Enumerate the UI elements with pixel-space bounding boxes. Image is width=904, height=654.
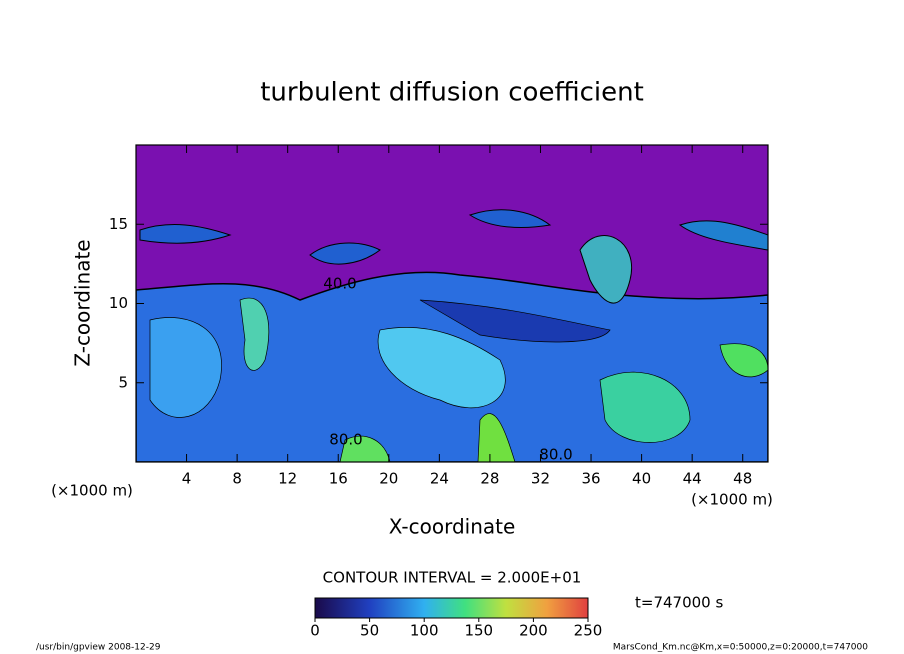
x-unit: (×1000 m)	[691, 491, 773, 509]
colorbar-tick-label: 250	[574, 622, 603, 640]
chart-title: turbulent diffusion coefficient	[260, 78, 644, 108]
colorbar-tick-label: 0	[310, 622, 320, 640]
contour-label: 80.0	[329, 431, 362, 449]
x-tick-label: 32	[531, 470, 550, 488]
contour-interval: CONTOUR INTERVAL = 2.000E+01	[323, 569, 582, 587]
time-label: t=747000 s	[635, 594, 723, 612]
colorbar	[314, 597, 589, 619]
x-tick-label: 20	[379, 470, 398, 488]
x-tick-label: 44	[683, 470, 702, 488]
y-tick-label: 5	[118, 373, 128, 391]
x-tick-label: 4	[182, 470, 192, 488]
x-axis-title: X-coordinate	[389, 515, 516, 539]
colorbar-tick-label: 200	[519, 622, 548, 640]
x-tick-label: 48	[733, 470, 752, 488]
x-unit-left: (×1000 m)	[51, 482, 133, 500]
colorbar-tick-label: 100	[410, 622, 439, 640]
colorbar-tick-label: 150	[464, 622, 493, 640]
x-tick-label: 12	[278, 470, 297, 488]
colorbar-tick-label: 50	[360, 622, 379, 640]
x-tick-label: 28	[480, 470, 499, 488]
field	[136, 145, 768, 462]
contour-label: 40.0	[323, 275, 356, 293]
y-tick-label: 10	[109, 294, 128, 312]
x-tick-label: 36	[581, 470, 600, 488]
x-tick-label: 8	[232, 470, 242, 488]
y-axis-title: Z-coordinate	[71, 239, 95, 366]
contour-label: 80.0	[539, 446, 572, 464]
y-tick-label: 15	[109, 215, 128, 233]
x-tick-label: 40	[632, 470, 651, 488]
footer-left: /usr/bin/gpview 2008-12-29	[36, 643, 161, 653]
x-tick-label: 16	[329, 470, 348, 488]
x-tick-label: 24	[430, 470, 449, 488]
footer-right: MarsCond_Km.nc@Km,x=0:50000,z=0:20000,t=…	[613, 643, 868, 653]
